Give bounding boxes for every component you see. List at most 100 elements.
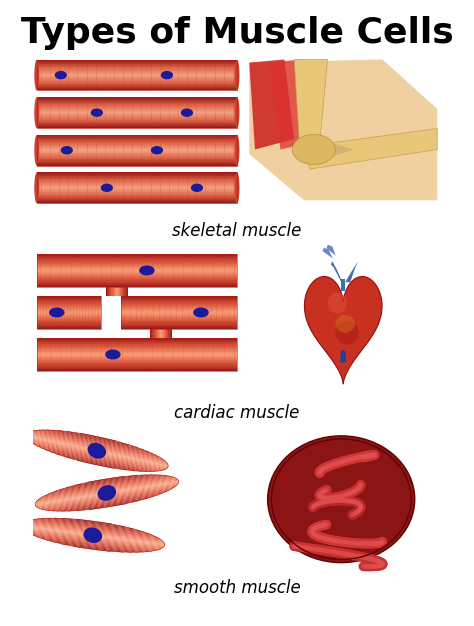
Polygon shape	[37, 81, 237, 82]
Polygon shape	[37, 74, 237, 75]
Polygon shape	[37, 76, 237, 78]
Polygon shape	[36, 483, 178, 507]
Polygon shape	[24, 530, 161, 549]
Polygon shape	[37, 124, 237, 125]
Polygon shape	[62, 518, 125, 527]
Polygon shape	[37, 338, 237, 339]
Polygon shape	[37, 135, 237, 136]
Polygon shape	[121, 319, 237, 321]
Polygon shape	[121, 298, 237, 299]
Polygon shape	[37, 360, 237, 361]
Polygon shape	[127, 287, 128, 296]
Polygon shape	[90, 503, 126, 510]
Polygon shape	[26, 434, 168, 465]
Polygon shape	[37, 139, 237, 140]
Polygon shape	[41, 538, 144, 552]
Polygon shape	[42, 429, 153, 454]
Polygon shape	[168, 329, 170, 338]
Polygon shape	[41, 447, 151, 472]
Polygon shape	[37, 65, 237, 66]
Polygon shape	[37, 196, 237, 197]
Polygon shape	[50, 451, 142, 472]
Polygon shape	[37, 137, 237, 138]
Ellipse shape	[193, 307, 209, 317]
Polygon shape	[40, 487, 174, 510]
Polygon shape	[37, 80, 237, 81]
Polygon shape	[56, 494, 159, 511]
Polygon shape	[37, 201, 237, 202]
Polygon shape	[37, 267, 237, 268]
Polygon shape	[21, 524, 164, 544]
Text: skeletal muscle: skeletal muscle	[173, 222, 301, 240]
Polygon shape	[23, 522, 163, 541]
Polygon shape	[26, 435, 168, 467]
Polygon shape	[26, 434, 168, 466]
Polygon shape	[37, 125, 237, 126]
Polygon shape	[163, 329, 164, 338]
Polygon shape	[121, 324, 237, 325]
Polygon shape	[37, 318, 101, 319]
Polygon shape	[37, 189, 237, 190]
Ellipse shape	[292, 135, 336, 165]
Polygon shape	[54, 518, 133, 530]
Polygon shape	[37, 146, 237, 147]
Polygon shape	[164, 329, 165, 338]
Polygon shape	[28, 520, 158, 538]
Ellipse shape	[98, 485, 116, 501]
Polygon shape	[28, 440, 164, 470]
Polygon shape	[30, 533, 155, 551]
Polygon shape	[21, 526, 164, 546]
Polygon shape	[340, 351, 346, 362]
Polygon shape	[37, 101, 237, 102]
Polygon shape	[37, 127, 237, 128]
Polygon shape	[37, 319, 101, 321]
Polygon shape	[106, 287, 107, 296]
Polygon shape	[43, 488, 172, 510]
Polygon shape	[37, 158, 237, 160]
Polygon shape	[37, 278, 237, 279]
Polygon shape	[121, 315, 237, 316]
Polygon shape	[37, 307, 101, 308]
Polygon shape	[37, 344, 237, 346]
Polygon shape	[23, 529, 163, 548]
Polygon shape	[37, 369, 237, 370]
Polygon shape	[37, 110, 237, 111]
Polygon shape	[37, 297, 101, 298]
Polygon shape	[37, 347, 237, 348]
Polygon shape	[37, 69, 237, 71]
Polygon shape	[27, 432, 166, 463]
Ellipse shape	[34, 135, 39, 166]
Polygon shape	[37, 280, 237, 282]
Polygon shape	[165, 329, 166, 338]
Polygon shape	[37, 286, 237, 287]
Polygon shape	[341, 279, 345, 291]
Polygon shape	[111, 287, 112, 296]
Polygon shape	[37, 103, 237, 105]
Polygon shape	[37, 160, 237, 161]
Polygon shape	[121, 326, 237, 327]
Polygon shape	[37, 446, 155, 472]
Polygon shape	[37, 116, 237, 117]
Polygon shape	[37, 62, 237, 63]
Polygon shape	[37, 107, 237, 108]
Polygon shape	[331, 262, 342, 282]
Polygon shape	[37, 298, 101, 299]
Polygon shape	[88, 476, 124, 483]
Polygon shape	[37, 142, 237, 143]
Polygon shape	[22, 528, 164, 548]
Polygon shape	[37, 117, 237, 118]
Polygon shape	[269, 59, 308, 150]
Polygon shape	[37, 183, 237, 184]
Polygon shape	[76, 500, 139, 511]
Polygon shape	[37, 59, 237, 61]
Polygon shape	[37, 352, 237, 354]
Polygon shape	[115, 287, 116, 296]
Polygon shape	[160, 329, 162, 338]
Polygon shape	[37, 269, 237, 270]
Polygon shape	[152, 329, 154, 338]
Polygon shape	[37, 185, 237, 187]
Polygon shape	[121, 314, 237, 315]
Polygon shape	[37, 268, 237, 269]
Polygon shape	[37, 262, 237, 263]
Polygon shape	[37, 180, 237, 181]
